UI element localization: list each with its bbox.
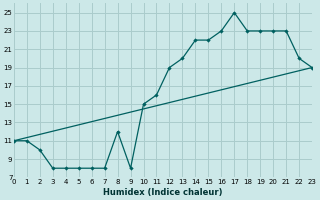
X-axis label: Humidex (Indice chaleur): Humidex (Indice chaleur) xyxy=(103,188,223,197)
